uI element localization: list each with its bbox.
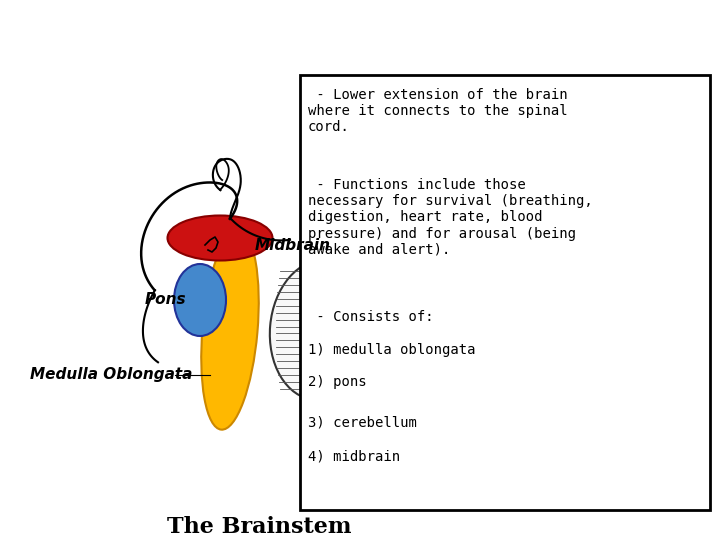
Text: 4) midbrain: 4) midbrain: [308, 450, 400, 464]
Text: 1) medulla oblongata: 1) medulla oblongata: [308, 343, 475, 357]
Text: The Brainstem: The Brainstem: [167, 516, 351, 538]
Ellipse shape: [202, 231, 258, 430]
Text: Midbrain: Midbrain: [255, 238, 331, 253]
Text: - Functions include those
necessary for survival (breathing,
digestion, heart ra: - Functions include those necessary for …: [308, 178, 593, 257]
Text: 2) pons: 2) pons: [308, 375, 366, 389]
Bar: [300, 75, 710, 510]
Text: 3) cerebellum: 3) cerebellum: [308, 415, 417, 429]
Text: - Lower extension of the brain
where it connects to the spinal
cord.: - Lower extension of the brain where it …: [308, 88, 567, 134]
Text: Medulla Oblongata: Medulla Oblongata: [30, 368, 192, 382]
Ellipse shape: [174, 264, 226, 336]
Text: Pons: Pons: [145, 293, 186, 307]
Text: - Consists of:: - Consists of:: [308, 310, 433, 324]
Ellipse shape: [270, 260, 370, 400]
Ellipse shape: [168, 215, 272, 260]
